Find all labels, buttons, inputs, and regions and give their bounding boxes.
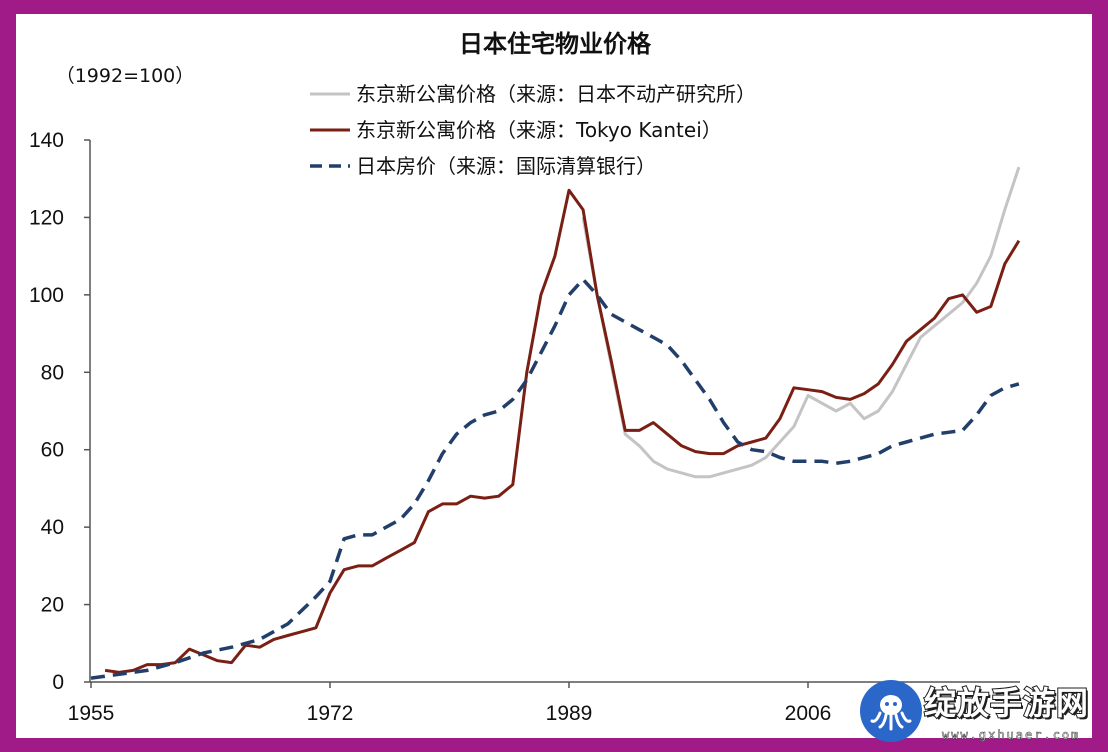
- x-tick-label: 1989: [546, 702, 593, 725]
- series-layer: [90, 166, 1021, 680]
- y-tick-label: 140: [29, 129, 64, 152]
- y-tick-label: 0: [52, 671, 64, 694]
- y-tick-label: 40: [41, 516, 64, 539]
- x-tick-label: 1955: [68, 702, 115, 725]
- legend-label-1: 东京新公寓价格（来源：Tokyo Kantei）: [356, 118, 722, 142]
- legend: 东京新公寓价格（来源：日本不动产研究所） 东京新公寓价格（来源：Tokyo Kan…: [310, 82, 756, 178]
- watermark-url: www.gxhuaer.com: [942, 728, 1081, 743]
- chart-panel: [16, 14, 1092, 738]
- y-tick-label: 120: [29, 206, 64, 229]
- x-tick-label: 1972: [307, 702, 354, 725]
- legend-label-0: 东京新公寓价格（来源：日本不动产研究所）: [356, 82, 756, 106]
- site-watermark: 绽放手游网 www.gxhuaer.com: [846, 678, 1108, 752]
- unit-label: （1992=100）: [56, 65, 195, 87]
- x-tick-label: 2006: [785, 702, 832, 725]
- watermark-name: 绽放手游网: [923, 683, 1090, 723]
- y-tick-label: 60: [41, 439, 64, 462]
- legend-label-2: 日本房价（来源：国际清算银行）: [356, 154, 656, 178]
- y-tick-label: 80: [41, 361, 64, 384]
- y-tick-label: 100: [29, 284, 64, 307]
- octopus-logo-icon: [860, 680, 922, 742]
- series-line-0: [581, 166, 1021, 479]
- axes: 0 20 40 60 80 100 120 140 1955 1972 1989 2006: [29, 129, 1020, 725]
- series-line-1: [104, 188, 1021, 674]
- y-tick-label: 20: [41, 594, 64, 617]
- chart-title: 日本住宅物业价格: [459, 30, 652, 58]
- series-line-2: [90, 277, 1020, 680]
